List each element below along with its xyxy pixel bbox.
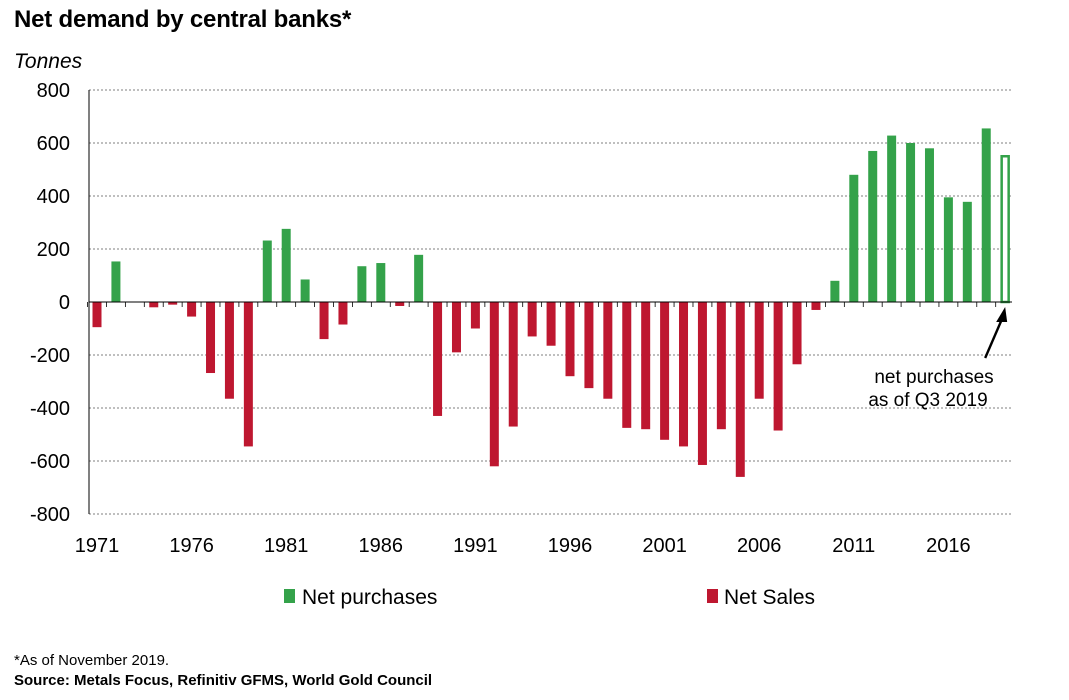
x-tick-label-1991: 1991 [453, 535, 498, 557]
bar-1991 [470, 302, 480, 329]
x-tick-label-2011: 2011 [832, 535, 875, 557]
bar-2017 [962, 201, 972, 302]
y-tick-label-7: -600 [30, 451, 70, 473]
x-tick-label-1976: 1976 [169, 535, 214, 557]
bar-2012 [868, 150, 878, 302]
footnote: *As of November 2019. [14, 652, 170, 669]
bar-1990 [451, 302, 461, 353]
annotation-text-line1: net purchases [874, 367, 993, 388]
bar-2016 [943, 197, 953, 302]
legend-label-0: Net purchases [302, 586, 437, 609]
bar-1997 [584, 302, 594, 389]
bar-1981 [281, 228, 291, 302]
x-tick-label-1981: 1981 [264, 535, 309, 557]
x-tick-label-1986: 1986 [359, 535, 404, 557]
x-tick-label-2016: 2016 [926, 535, 971, 557]
bar-1998 [603, 302, 613, 399]
bar-1982 [300, 279, 310, 302]
bar-2009 [811, 302, 821, 310]
x-tick-label-2001: 2001 [642, 535, 687, 557]
y-tick-label-4: 0 [59, 292, 70, 314]
bar-2005 [735, 302, 745, 477]
source-line: Source: Metals Focus, Refinitiv GFMS, Wo… [14, 672, 433, 689]
y-tick-label-0: 800 [37, 80, 70, 102]
y-tick-label-3: 200 [37, 239, 70, 261]
bar-2008 [792, 302, 802, 365]
bar-2002 [679, 302, 689, 447]
y-tick-label-8: -800 [30, 504, 70, 526]
x-tick-label-2006: 2006 [737, 535, 782, 557]
legend-swatch-0 [284, 589, 295, 603]
legend-label-1: Net Sales [724, 586, 815, 609]
y-tick-label-1: 600 [37, 133, 70, 155]
bar-1989 [433, 302, 443, 416]
annotation-arrow-head [996, 307, 1008, 322]
bar-1995 [546, 302, 556, 346]
y-tick-label-2: 400 [37, 186, 70, 208]
bar-1977 [206, 302, 216, 374]
bar-2013 [887, 135, 897, 302]
bar-1996 [565, 302, 575, 377]
bar-2006 [754, 302, 764, 399]
y-axis-unit: Tonnes [14, 50, 83, 73]
legend-swatch-1 [707, 589, 718, 603]
bar-1971 [92, 302, 102, 328]
y-tick-label-6: -400 [30, 398, 70, 420]
bar-1980 [262, 240, 272, 302]
bar-1972 [111, 261, 121, 302]
annotation-text-line2: as of Q3 2019 [868, 390, 987, 411]
bar-1975 [168, 302, 178, 305]
bar-2015 [924, 148, 934, 302]
bar-1993 [508, 302, 518, 427]
y-tick-label-5: -200 [30, 345, 70, 367]
bar-1976 [187, 302, 197, 317]
bar-1983 [319, 302, 329, 340]
bar-1992 [489, 302, 499, 467]
bar-1985 [357, 266, 367, 302]
bar-1988 [414, 254, 424, 302]
bar-2014 [906, 143, 916, 302]
bar-2004 [716, 302, 726, 430]
bar-2001 [660, 302, 670, 440]
bar-2018 [981, 128, 991, 302]
bar-1978 [224, 302, 234, 399]
bar-1979 [243, 302, 253, 447]
bar-1984 [338, 302, 348, 325]
bar-2011 [849, 174, 859, 302]
bar-1987 [395, 302, 405, 306]
x-tick-label-1971: 1971 [75, 535, 120, 557]
bar-2000 [641, 302, 651, 430]
bar-1994 [527, 302, 537, 337]
bar-1986 [376, 263, 386, 302]
bar-2003 [697, 302, 707, 465]
chart-title: Net demand by central banks* [14, 6, 352, 33]
bar-2010 [830, 280, 840, 302]
bar-2019 [1000, 155, 1010, 304]
x-tick-label-1996: 1996 [548, 535, 593, 557]
bar-1999 [622, 302, 632, 428]
bar-2007 [773, 302, 783, 431]
bar-1974 [149, 302, 159, 308]
